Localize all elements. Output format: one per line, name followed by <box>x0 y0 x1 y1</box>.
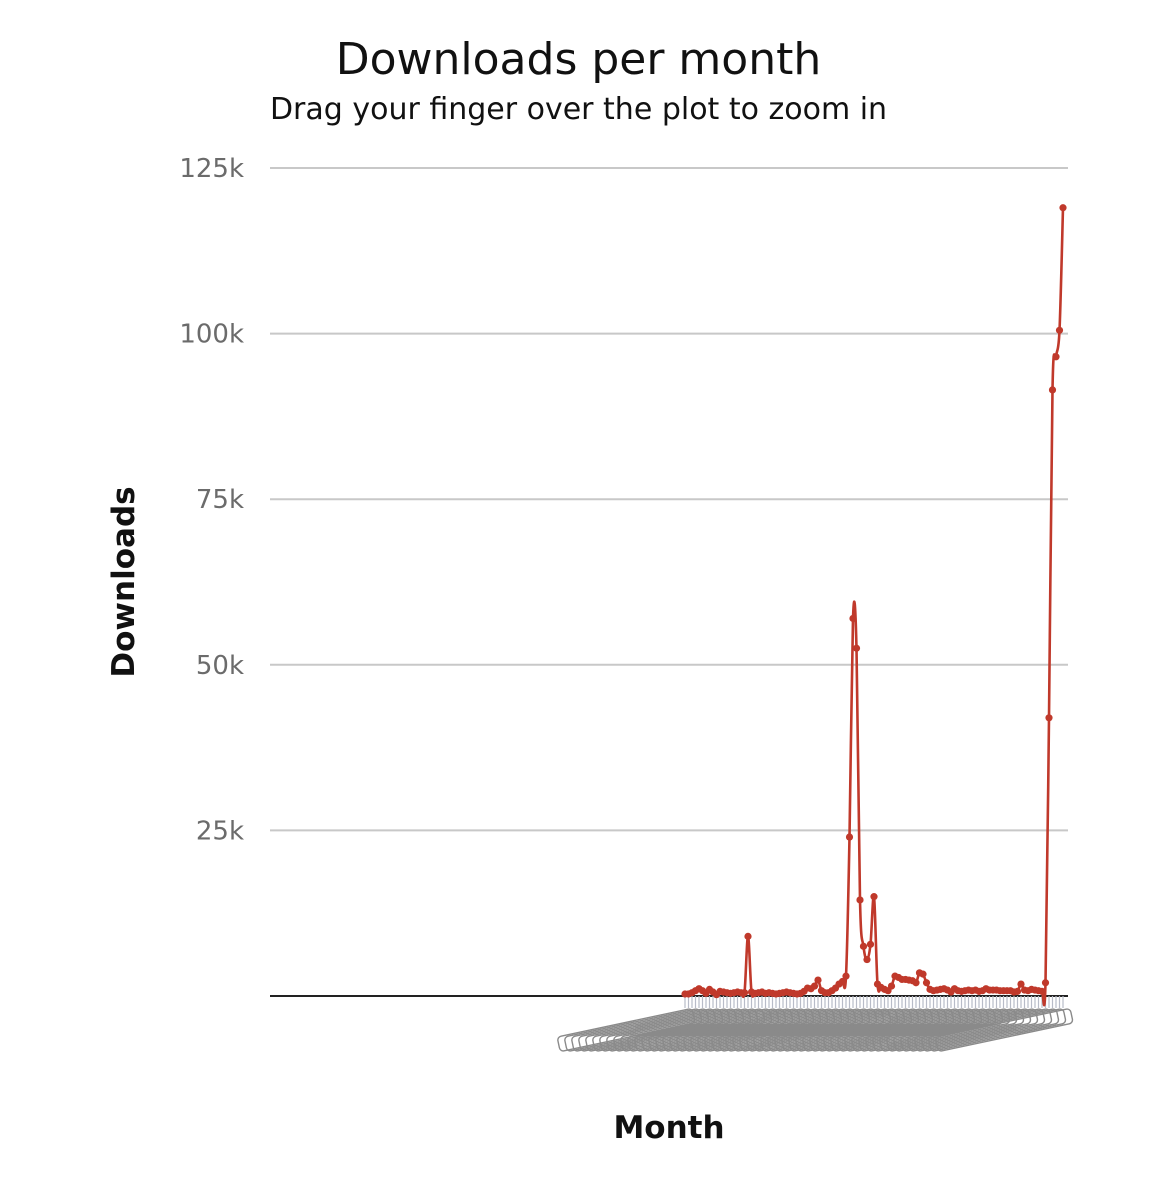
y-tick-label: 25k <box>196 816 244 846</box>
data-point[interactable] <box>1041 979 1050 987</box>
data-point[interactable] <box>852 644 861 652</box>
data-point[interactable] <box>870 893 878 901</box>
data-point[interactable] <box>740 989 749 997</box>
data-point[interactable] <box>1052 353 1060 361</box>
x-axis-ticks <box>557 996 1074 1052</box>
data-point[interactable] <box>1017 980 1025 988</box>
chart-title: Downloads per month <box>335 34 822 85</box>
data-point[interactable] <box>1048 386 1057 394</box>
data-point[interactable] <box>849 614 857 623</box>
x-tick-label-glyphs <box>914 1008 1053 1052</box>
data-point[interactable] <box>810 982 819 990</box>
data-point[interactable] <box>912 979 920 987</box>
data-point[interactable] <box>845 833 854 841</box>
y-axis-title: Downloads <box>106 486 142 677</box>
data-point[interactable] <box>859 942 868 950</box>
data-point[interactable] <box>1055 326 1064 334</box>
data-point[interactable] <box>866 940 875 948</box>
chart-subtitle: Drag your finger over the plot to zoom i… <box>269 92 888 127</box>
data-point[interactable] <box>863 955 871 964</box>
series-line <box>684 207 1065 1007</box>
data-point[interactable] <box>842 972 850 980</box>
x-tick-label-glyphs <box>928 1008 1067 1052</box>
data-point[interactable] <box>1038 987 1046 995</box>
data-point[interactable] <box>922 979 931 987</box>
x-tick-label-glyphs <box>935 1008 1074 1052</box>
y-axis-ticks: 25k 50k 75k 100k 125k <box>179 154 244 846</box>
y-tick-label: 50k <box>196 651 244 681</box>
data-point[interactable] <box>1013 987 1022 995</box>
y-tick-label: 100k <box>179 320 244 350</box>
data-point[interactable] <box>744 932 752 940</box>
data-point[interactable] <box>1045 714 1053 722</box>
x-tick-labels <box>557 1008 1074 1052</box>
data-point[interactable] <box>919 970 927 978</box>
x-tick-label-glyphs <box>907 1008 1046 1052</box>
x-axis-title: Month <box>613 1110 724 1146</box>
data-point[interactable] <box>887 982 896 990</box>
gridlines <box>270 167 1068 832</box>
data-point[interactable] <box>814 976 822 984</box>
y-tick-label: 75k <box>196 485 244 515</box>
x-tick-label-glyphs <box>921 1008 1060 1052</box>
data-point[interactable] <box>838 977 847 986</box>
y-tick-label: 125k <box>179 154 244 184</box>
series-downloads <box>681 204 1067 1007</box>
data-point[interactable] <box>856 896 864 904</box>
data-point[interactable] <box>1059 204 1067 212</box>
